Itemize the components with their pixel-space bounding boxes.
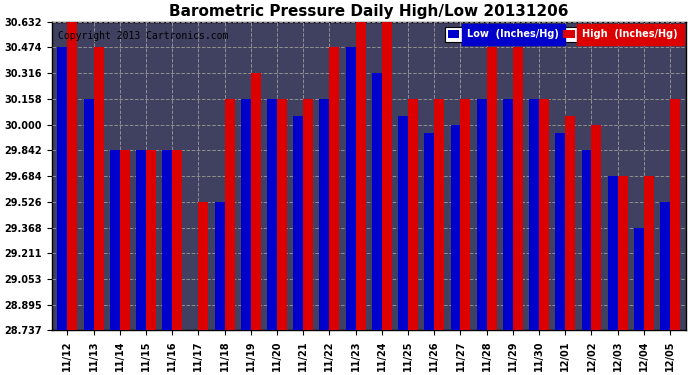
Bar — [225, 99, 235, 330]
Bar — [120, 150, 130, 330]
Bar — [565, 116, 575, 330]
Bar — [267, 99, 277, 330]
Bar — [277, 99, 287, 330]
Bar — [293, 116, 303, 330]
Bar — [329, 48, 339, 330]
Bar — [451, 125, 460, 330]
Bar — [68, 22, 77, 330]
Legend: Low  (Inches/Hg), High  (Inches/Hg): Low (Inches/Hg), High (Inches/Hg) — [445, 27, 681, 42]
Bar — [250, 73, 261, 330]
Bar — [110, 150, 120, 330]
Bar — [162, 150, 172, 330]
Bar — [146, 150, 156, 330]
Bar — [634, 228, 644, 330]
Bar — [83, 99, 94, 330]
Bar — [424, 134, 434, 330]
Bar — [355, 22, 366, 330]
Bar — [303, 99, 313, 330]
Bar — [434, 99, 444, 330]
Bar — [136, 150, 146, 330]
Bar — [460, 99, 471, 330]
Bar — [382, 22, 392, 330]
Bar — [618, 176, 628, 330]
Bar — [608, 176, 618, 330]
Bar — [513, 48, 523, 330]
Bar — [529, 99, 539, 330]
Bar — [539, 99, 549, 330]
Bar — [319, 99, 329, 330]
Bar — [94, 48, 104, 330]
Bar — [477, 99, 486, 330]
Bar — [582, 150, 591, 330]
Bar — [503, 99, 513, 330]
Bar — [215, 202, 225, 330]
Bar — [408, 99, 418, 330]
Bar — [555, 134, 565, 330]
Bar — [398, 116, 408, 330]
Bar — [372, 73, 382, 330]
Bar — [57, 48, 68, 330]
Bar — [346, 48, 355, 330]
Bar — [172, 150, 182, 330]
Bar — [241, 99, 250, 330]
Text: Copyright 2013 Cartronics.com: Copyright 2013 Cartronics.com — [58, 31, 228, 41]
Bar — [660, 202, 670, 330]
Bar — [486, 48, 497, 330]
Bar — [670, 99, 680, 330]
Bar — [644, 176, 654, 330]
Bar — [591, 125, 602, 330]
Bar — [199, 202, 208, 330]
Title: Barometric Pressure Daily High/Low 20131206: Barometric Pressure Daily High/Low 20131… — [169, 4, 569, 19]
